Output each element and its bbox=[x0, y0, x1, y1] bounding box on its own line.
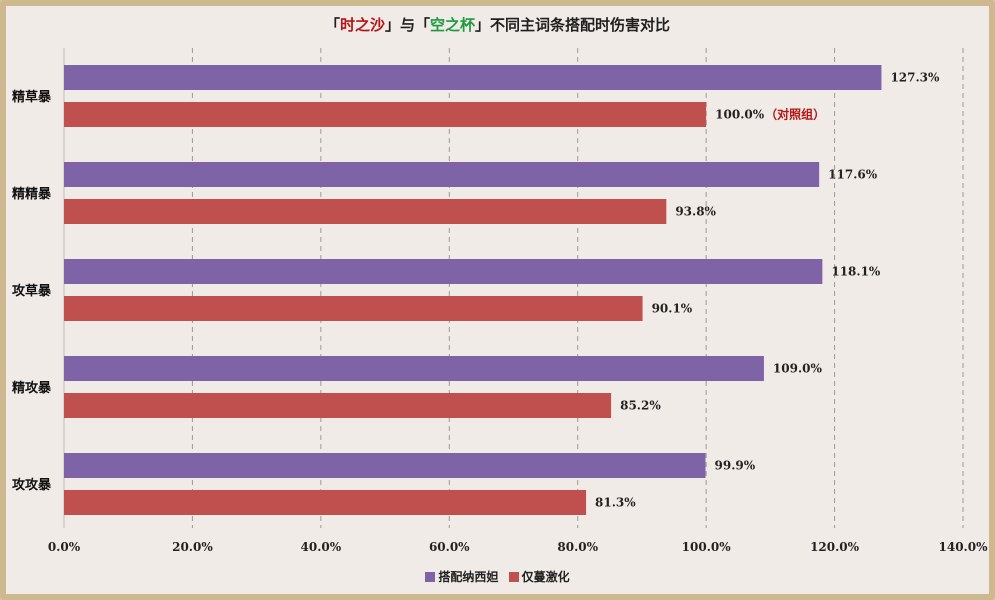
title-part-2: 空之杯 bbox=[430, 16, 476, 34]
x-tick-label-3: 60.0% bbox=[429, 540, 470, 554]
bar-series2-2 bbox=[64, 296, 643, 321]
legend-item-series1: 搭配纳西妲 bbox=[425, 568, 498, 585]
bar-series1-3 bbox=[64, 356, 764, 381]
x-tick-label-7: 140.0% bbox=[939, 540, 989, 554]
category-label-0: 精草暴 bbox=[12, 89, 52, 105]
category-label-1: 精精暴 bbox=[12, 186, 52, 202]
bar-series1-4 bbox=[64, 453, 706, 478]
value-label-series2-2: 90.1% bbox=[652, 302, 693, 316]
value-label-series1-0: 127.3% bbox=[890, 71, 940, 85]
bar-series1-2 bbox=[64, 259, 823, 284]
x-tick-label-4: 80.0% bbox=[557, 540, 598, 554]
title-bracket-open-2: 「 bbox=[415, 16, 431, 34]
title-connector: 与 bbox=[399, 16, 415, 34]
bar-series1-1 bbox=[64, 162, 820, 187]
title-bracket-close-2: 」 bbox=[475, 16, 491, 34]
legend-item-series2: 仅蔓激化 bbox=[508, 568, 570, 585]
bar-series2-4 bbox=[64, 490, 587, 515]
bar-series2-0 bbox=[64, 102, 707, 127]
title-part-1: 时之沙 bbox=[339, 16, 385, 34]
legend: 搭配纳西妲 仅蔓激化 bbox=[0, 568, 995, 585]
control-group-annotation: （对照组） bbox=[765, 107, 825, 122]
value-label-series2-0: 100.0% bbox=[715, 108, 765, 122]
title-rest: 不同主词条搭配时伤害对比 bbox=[490, 16, 671, 34]
bar-series2-1 bbox=[64, 199, 667, 224]
bar-series2-3 bbox=[64, 393, 612, 418]
value-label-series1-2: 118.1% bbox=[831, 265, 881, 279]
legend-label-series1: 搭配纳西妲 bbox=[438, 570, 499, 584]
category-label-4: 攻攻暴 bbox=[12, 477, 52, 493]
category-label-2: 攻草暴 bbox=[12, 283, 52, 299]
x-tick-label-2: 40.0% bbox=[301, 540, 342, 554]
value-label-series1-1: 117.6% bbox=[828, 168, 878, 182]
value-label-series2-4: 81.3% bbox=[595, 496, 636, 510]
bar-series1-0 bbox=[64, 65, 882, 90]
chart-title: 「时之沙」与「空之杯」不同主词条搭配时伤害对比 bbox=[0, 14, 995, 35]
legend-swatch-series2 bbox=[508, 572, 519, 582]
category-label-3: 精攻暴 bbox=[12, 380, 52, 396]
value-label-series2-3: 85.2% bbox=[620, 399, 661, 413]
x-tick-label-1: 20.0% bbox=[172, 540, 213, 554]
title-bracket-close-1: 」 bbox=[384, 16, 400, 34]
value-label-series2-1: 93.8% bbox=[675, 205, 716, 219]
title-bracket-open-1: 「 bbox=[324, 16, 340, 34]
value-label-series1-4: 99.9% bbox=[715, 459, 756, 473]
x-tick-label-0: 0.0% bbox=[48, 540, 81, 554]
legend-label-series2: 仅蔓激化 bbox=[521, 570, 570, 584]
x-tick-label-6: 120.0% bbox=[810, 540, 860, 554]
legend-swatch-series1 bbox=[425, 572, 436, 582]
x-tick-label-5: 100.0% bbox=[682, 540, 732, 554]
value-label-series1-3: 109.0% bbox=[773, 362, 823, 376]
